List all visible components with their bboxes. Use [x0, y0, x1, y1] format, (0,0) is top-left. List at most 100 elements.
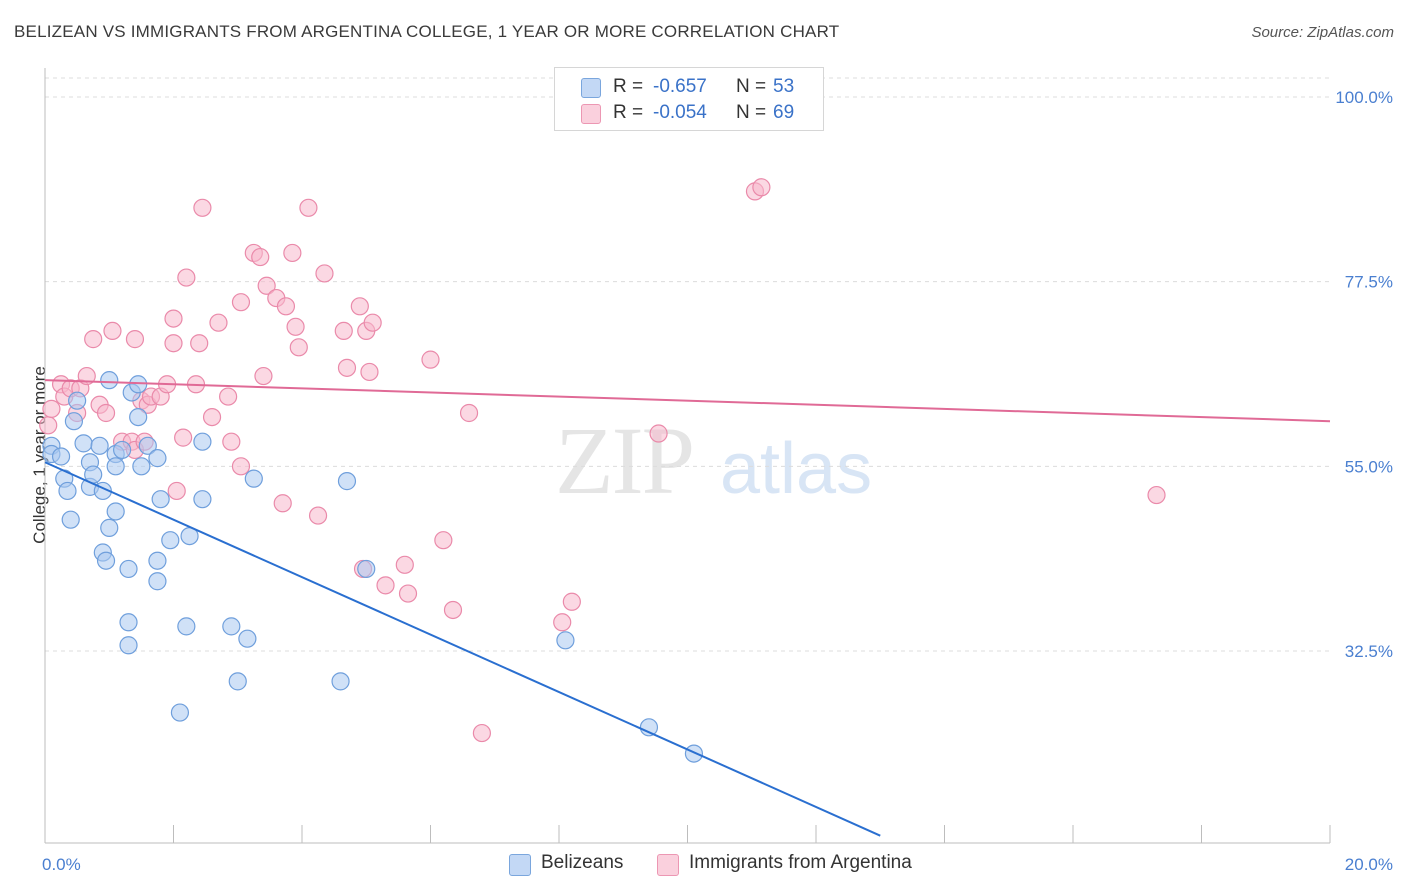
belizean-point	[170, 703, 190, 722]
belizean-point	[90, 436, 109, 455]
belizean-point	[148, 551, 167, 570]
bottom-legend-label-argentina: Immigrants from Argentina	[689, 852, 912, 873]
trend-lines	[44, 379, 1331, 837]
belizean-point	[112, 440, 132, 460]
argentina-point	[254, 366, 273, 386]
belizean-point	[119, 613, 138, 632]
argentina-point	[299, 198, 318, 217]
argentina-point	[190, 334, 209, 353]
belizean-point	[161, 531, 180, 550]
argentina-point	[177, 268, 196, 287]
legend-r-value: -0.657	[653, 76, 707, 97]
belizean-point	[357, 559, 376, 579]
argentina-point	[222, 432, 241, 451]
legend-n-label: N =	[736, 102, 767, 123]
argentina-point	[337, 358, 357, 377]
belizean-point	[148, 449, 167, 468]
belizean-point	[244, 469, 263, 488]
argentina-point	[363, 313, 382, 332]
chart-title: BELIZEAN VS IMMIGRANTS FROM ARGENTINA CO…	[14, 22, 840, 41]
argentina-point	[251, 247, 270, 267]
belizean-point	[222, 617, 241, 636]
belizean-point	[129, 407, 148, 427]
argentina-point	[289, 338, 308, 357]
argentina-point	[649, 424, 668, 443]
y-tick-label: 100.0%	[1335, 88, 1393, 107]
belizean-point	[132, 457, 151, 476]
watermark-zip: ZIP	[555, 407, 695, 514]
argentina-trend-line	[44, 379, 1331, 423]
argentina-point	[103, 321, 122, 341]
argentina-point	[752, 178, 771, 197]
bottom-legend-swatch-belizeans	[509, 854, 531, 876]
argentina-point	[350, 297, 369, 316]
argentina-point	[459, 403, 479, 423]
x-tick-label: 0.0%	[42, 855, 81, 874]
belizean-point	[100, 518, 119, 537]
argentina-point	[334, 321, 353, 341]
belizean-point	[64, 412, 84, 431]
stats-legend: R = -0.657 N = 53 R = -0.054 N = 69	[554, 67, 824, 131]
belizean-point	[74, 434, 93, 453]
source-credit: Source: ZipAtlas.com	[1251, 24, 1394, 41]
argentina-point	[1147, 485, 1166, 505]
belizean-point	[100, 371, 119, 390]
argentina-point	[164, 309, 183, 328]
belizean-point	[138, 436, 157, 455]
watermark-atlas: atlas	[720, 429, 873, 509]
argentina-point	[167, 481, 186, 501]
bottom-legend-swatch-argentina	[657, 854, 679, 876]
legend-swatch-argentina	[581, 104, 601, 124]
belizean-point	[148, 572, 167, 591]
argentina-point	[77, 366, 96, 386]
argentina-point	[283, 243, 302, 263]
belizean-point	[193, 432, 212, 451]
argentina-point	[96, 403, 116, 423]
legend-n-value: 53	[773, 76, 795, 97]
argentina-point	[315, 264, 334, 283]
argentina-point	[39, 416, 58, 435]
argentina-point	[219, 387, 238, 406]
belizean-point	[639, 718, 659, 737]
belizean-point	[119, 636, 138, 655]
belizean-point	[238, 629, 257, 648]
argentina-point	[276, 297, 296, 316]
y-tick-label: 77.5%	[1345, 273, 1393, 292]
argentina-point	[42, 399, 61, 418]
argentina-point	[202, 407, 222, 427]
belizean-point	[106, 457, 125, 476]
legend-swatch-belizeans	[581, 78, 601, 98]
legend-r-label: R =	[613, 102, 644, 123]
legend-n-value: 69	[773, 102, 795, 123]
belizean-point	[556, 631, 575, 650]
belizean-trend-line	[44, 461, 881, 837]
y-tick-label: 32.5%	[1345, 642, 1393, 661]
argentina-point	[231, 293, 251, 312]
argentina-point	[395, 555, 414, 574]
argentina-point	[125, 330, 145, 349]
belizean-point	[61, 510, 80, 529]
tick-labels: 32.5% 55.0% 77.5% 100.0% 0.0% 20.0%	[42, 88, 1393, 874]
belizean-point	[228, 672, 247, 691]
legend-r-value: -0.054	[653, 102, 707, 123]
belizean-point	[177, 617, 196, 636]
y-tick-label: 55.0%	[1345, 457, 1393, 476]
argentina-point	[193, 198, 212, 217]
argentina-point	[231, 457, 251, 476]
belizean-point	[151, 490, 170, 509]
series-belizeans-points	[42, 371, 704, 763]
argentina-point	[308, 506, 328, 525]
argentina-point	[472, 723, 491, 743]
argentina-point	[257, 276, 276, 295]
belizean-point	[337, 472, 357, 491]
series-argentina-points	[39, 96, 1166, 743]
belizean-point	[119, 559, 138, 579]
legend-n-label: N =	[736, 76, 767, 97]
argentina-point	[562, 592, 581, 611]
argentina-point	[273, 494, 292, 513]
argentina-point	[434, 531, 453, 550]
argentina-point	[376, 576, 395, 595]
belizean-point	[58, 481, 77, 501]
argentina-point	[443, 600, 463, 620]
